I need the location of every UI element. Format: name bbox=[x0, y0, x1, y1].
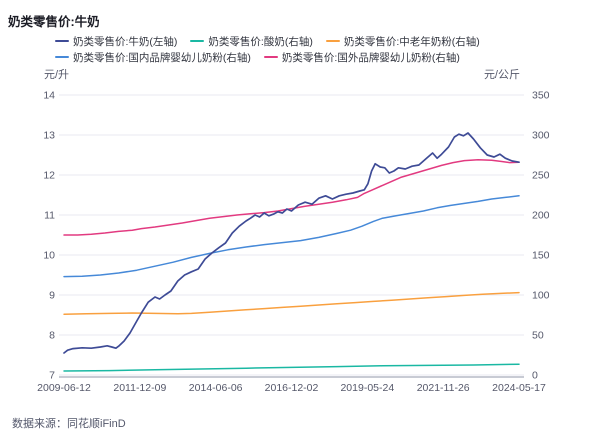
legend-marker-milk bbox=[55, 40, 69, 42]
y-axis-right-tick-label: 100 bbox=[532, 290, 550, 302]
y-axis-left-tick-label: 10 bbox=[43, 250, 55, 262]
right-axis-unit-label: 元/公斤 bbox=[483, 69, 520, 81]
page-title: 奶类零售价:牛奶 bbox=[8, 15, 100, 29]
y-axis-left-tick-label: 11 bbox=[44, 210, 55, 222]
legend-marker-middle-aged-powder bbox=[325, 40, 340, 42]
x-axis-tick-label: 2009-06-12 bbox=[37, 382, 91, 394]
series-line-yogurt bbox=[63, 363, 520, 372]
y-axis-right-tick-label: 300 bbox=[532, 130, 550, 142]
series-line-domestic-infant-powder bbox=[63, 195, 520, 278]
y-axis-right-tick-label: 0 bbox=[532, 370, 538, 382]
y-axis-right-tick-label: 350 bbox=[532, 90, 550, 102]
legend-item-yogurt[interactable]: 奶类零售价:酸奶(右轴) bbox=[190, 34, 313, 49]
legend-label: 奶类零售价:国内品牌婴幼儿奶粉(右轴) bbox=[73, 51, 251, 64]
y-axis-left-tick-label: 12 bbox=[43, 170, 55, 182]
y-axis-left-tick-label: 8 bbox=[49, 330, 55, 342]
x-axis-tick-label: 2016-12-02 bbox=[265, 382, 319, 394]
x-axis-tick-label: 2021-11-26 bbox=[417, 382, 470, 394]
legend-label: 奶类零售价:中老年奶粉(右轴) bbox=[343, 35, 480, 48]
legend-label: 奶类零售价:牛奶(左轴) bbox=[73, 35, 178, 48]
series-line-milk bbox=[63, 132, 520, 354]
x-axis-tick-label: 2019-05-24 bbox=[340, 382, 394, 394]
legend-item-middle-aged-powder[interactable]: 奶类零售价:中老年奶粉(右轴) bbox=[325, 34, 480, 49]
data-source-note: 数据来源：同花顺iFinD bbox=[12, 418, 126, 430]
y-axis-left-tick-label: 14 bbox=[43, 90, 55, 102]
y-axis-right-tick-label: 50 bbox=[532, 330, 544, 342]
y-axis-left-tick-label: 13 bbox=[43, 130, 55, 142]
legend-row: 奶类零售价:牛奶(左轴) 奶类零售价:酸奶(右轴) 奶类零售价:中老年奶粉(右轴) bbox=[55, 33, 493, 49]
y-axis-right-tick-label: 150 bbox=[532, 250, 550, 262]
legend-label: 奶类零售价:国外品牌婴幼儿奶粉(右轴) bbox=[281, 51, 460, 64]
legend-label: 奶类零售价:酸奶(右轴) bbox=[208, 35, 313, 48]
legend-item-milk[interactable]: 奶类零售价:牛奶(左轴) bbox=[55, 34, 177, 49]
legend-item-domestic-infant-powder[interactable]: 奶类零售价:国内品牌婴幼儿奶粉(右轴) bbox=[55, 50, 251, 65]
legend-marker-foreign-infant-powder bbox=[263, 56, 278, 58]
x-axis-tick-label: 2014-06-06 bbox=[189, 382, 243, 394]
series-line-foreign-infant-powder bbox=[63, 159, 520, 236]
x-axis-tick-label: 2024-05-17 bbox=[492, 382, 546, 394]
legend-row: 奶类零售价:国内品牌婴幼儿奶粉(右轴) 奶类零售价:国外品牌婴幼儿奶粉(右轴) bbox=[55, 49, 493, 65]
legend-marker-yogurt bbox=[190, 40, 205, 42]
x-axis-tick-label: 2011-12-09 bbox=[113, 382, 166, 394]
legend-marker-domestic-infant-powder bbox=[55, 56, 69, 58]
chart-legend: 奶类零售价:牛奶(左轴) 奶类零售价:酸奶(右轴) 奶类零售价:中老年奶粉(右轴) 奶… bbox=[55, 33, 493, 65]
left-axis-unit-label: 元/升 bbox=[44, 69, 70, 81]
series-line-middle-aged-powder bbox=[63, 291, 520, 315]
y-axis-right-tick-label: 200 bbox=[532, 210, 550, 222]
y-axis-right-tick-label: 250 bbox=[532, 170, 550, 182]
legend-item-foreign-infant-powder[interactable]: 奶类零售价:国外品牌婴幼儿奶粉(右轴) bbox=[263, 50, 460, 65]
y-axis-left-tick-label: 7 bbox=[49, 370, 55, 382]
y-axis-left-tick-label: 9 bbox=[49, 290, 55, 302]
